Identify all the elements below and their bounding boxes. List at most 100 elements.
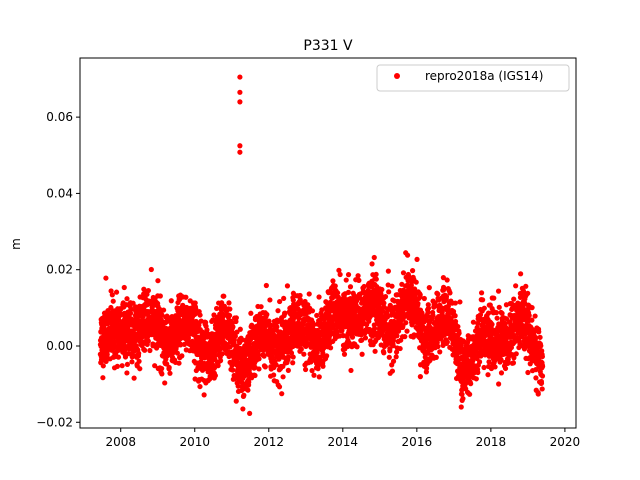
data-point-4051 [526, 312, 532, 319]
data-point-571 [157, 293, 163, 299]
data-point-3287 [444, 339, 450, 345]
data-point-1363 [241, 392, 247, 398]
data-point-3359 [452, 313, 458, 319]
data-point-1829 [290, 290, 297, 296]
data-point-2253 [336, 267, 342, 273]
data-point-2998 [414, 256, 420, 262]
data-point-2002 [309, 368, 315, 374]
data-point-4116 [533, 375, 539, 381]
y-tick-label-0: −0.02 [36, 415, 73, 429]
data-point-3523 [470, 358, 476, 364]
data-point-2740 [387, 346, 393, 352]
data-point-4078 [529, 305, 535, 311]
data-point-4017 [523, 283, 529, 289]
data-point-3908 [511, 355, 517, 361]
data-point-1786 [285, 354, 292, 360]
data-point-2805 [394, 333, 400, 339]
data-point-2729 [386, 289, 392, 295]
data-point-1739 [281, 295, 287, 302]
data-point-3827 [502, 320, 508, 327]
data-point-1577 [263, 282, 269, 289]
data-point-1975 [306, 291, 312, 297]
x-tick-label-2012: 2012 [254, 435, 285, 449]
data-point-158 [113, 289, 120, 295]
data-point-1091 [212, 372, 218, 379]
data-point-3929 [513, 351, 519, 357]
data-point-256 [124, 370, 130, 376]
data-point-469 [147, 347, 153, 354]
data-point-4139 [535, 391, 541, 397]
data-point-3903 [510, 360, 517, 366]
data-point-2598 [371, 325, 378, 332]
x-tick-label-2018: 2018 [476, 435, 507, 449]
data-point-3631 [481, 305, 487, 311]
data-point-904 [193, 306, 199, 312]
data-point-3180 [433, 354, 439, 360]
data-point-746 [176, 360, 182, 366]
data-point-3722 [491, 295, 497, 301]
data-point-3195 [435, 291, 441, 297]
data-point-1880 [296, 316, 302, 322]
data-point-1429 [248, 310, 254, 316]
legend-label: repro2018a (IGS14) [425, 69, 543, 83]
y-tick-label-1: 0.00 [46, 339, 73, 353]
x-tick-label-2016: 2016 [402, 435, 433, 449]
data-point-3970 [518, 271, 524, 277]
data-point-66 [104, 351, 110, 358]
data-point-257 [124, 296, 130, 302]
data-point-4166 [538, 380, 545, 386]
data-point-2177 [328, 345, 334, 351]
data-point-2774 [390, 358, 397, 364]
y-axis-label: m [9, 238, 23, 250]
data-point-3249 [440, 275, 446, 281]
data-point-2901 [404, 328, 410, 334]
data-point-2890 [403, 320, 409, 326]
data-point-369 [136, 358, 142, 364]
data-point-612 [162, 380, 168, 386]
data-point-2954 [409, 268, 416, 274]
data-point-3528 [470, 319, 476, 325]
data-point-1828 [290, 297, 296, 303]
data-point-1992 [308, 359, 314, 365]
data-point-3006 [415, 300, 421, 307]
y-tick-label-4: 0.06 [46, 110, 73, 124]
data-point-4172 [539, 386, 545, 392]
data-point-3798 [499, 310, 505, 316]
data-point-1733 [280, 374, 286, 380]
data-point-1701 [276, 384, 283, 390]
data-point-2199 [330, 278, 336, 284]
data-point-2347 [345, 272, 352, 278]
data-point-4108 [532, 313, 538, 319]
data-point-4038 [525, 369, 531, 376]
data-point-3384 [455, 323, 461, 330]
data-point-2615 [373, 276, 379, 282]
data-point-1754 [282, 310, 288, 316]
data-point-4186 [458, 404, 464, 410]
data-point-1009 [204, 327, 210, 333]
data-point-2103 [320, 350, 326, 356]
data-point-3026 [417, 292, 423, 298]
data-point-2265 [337, 271, 343, 278]
data-point-3555 [473, 376, 479, 382]
data-point-731 [174, 350, 180, 356]
data-point-2668 [379, 286, 385, 293]
data-point-1784 [285, 367, 291, 373]
data-point-1555 [261, 353, 267, 359]
data-point-2324 [343, 277, 349, 283]
data-point-1892 [297, 292, 303, 299]
data-point-2613 [373, 271, 379, 277]
data-point-3401 [457, 299, 463, 305]
data-point-2558 [367, 338, 374, 344]
data-point-3395 [456, 330, 462, 336]
data-point-3361 [452, 300, 458, 306]
data-point-102 [108, 304, 114, 311]
data-point-1401 [245, 387, 251, 393]
data-point-1173 [221, 293, 227, 299]
legend-marker [394, 73, 400, 79]
data-point-1506 [256, 366, 262, 372]
data-point-1827 [290, 354, 296, 360]
data-point-2473 [359, 337, 365, 343]
data-point-654 [166, 364, 172, 371]
data-point-3420 [459, 391, 465, 397]
